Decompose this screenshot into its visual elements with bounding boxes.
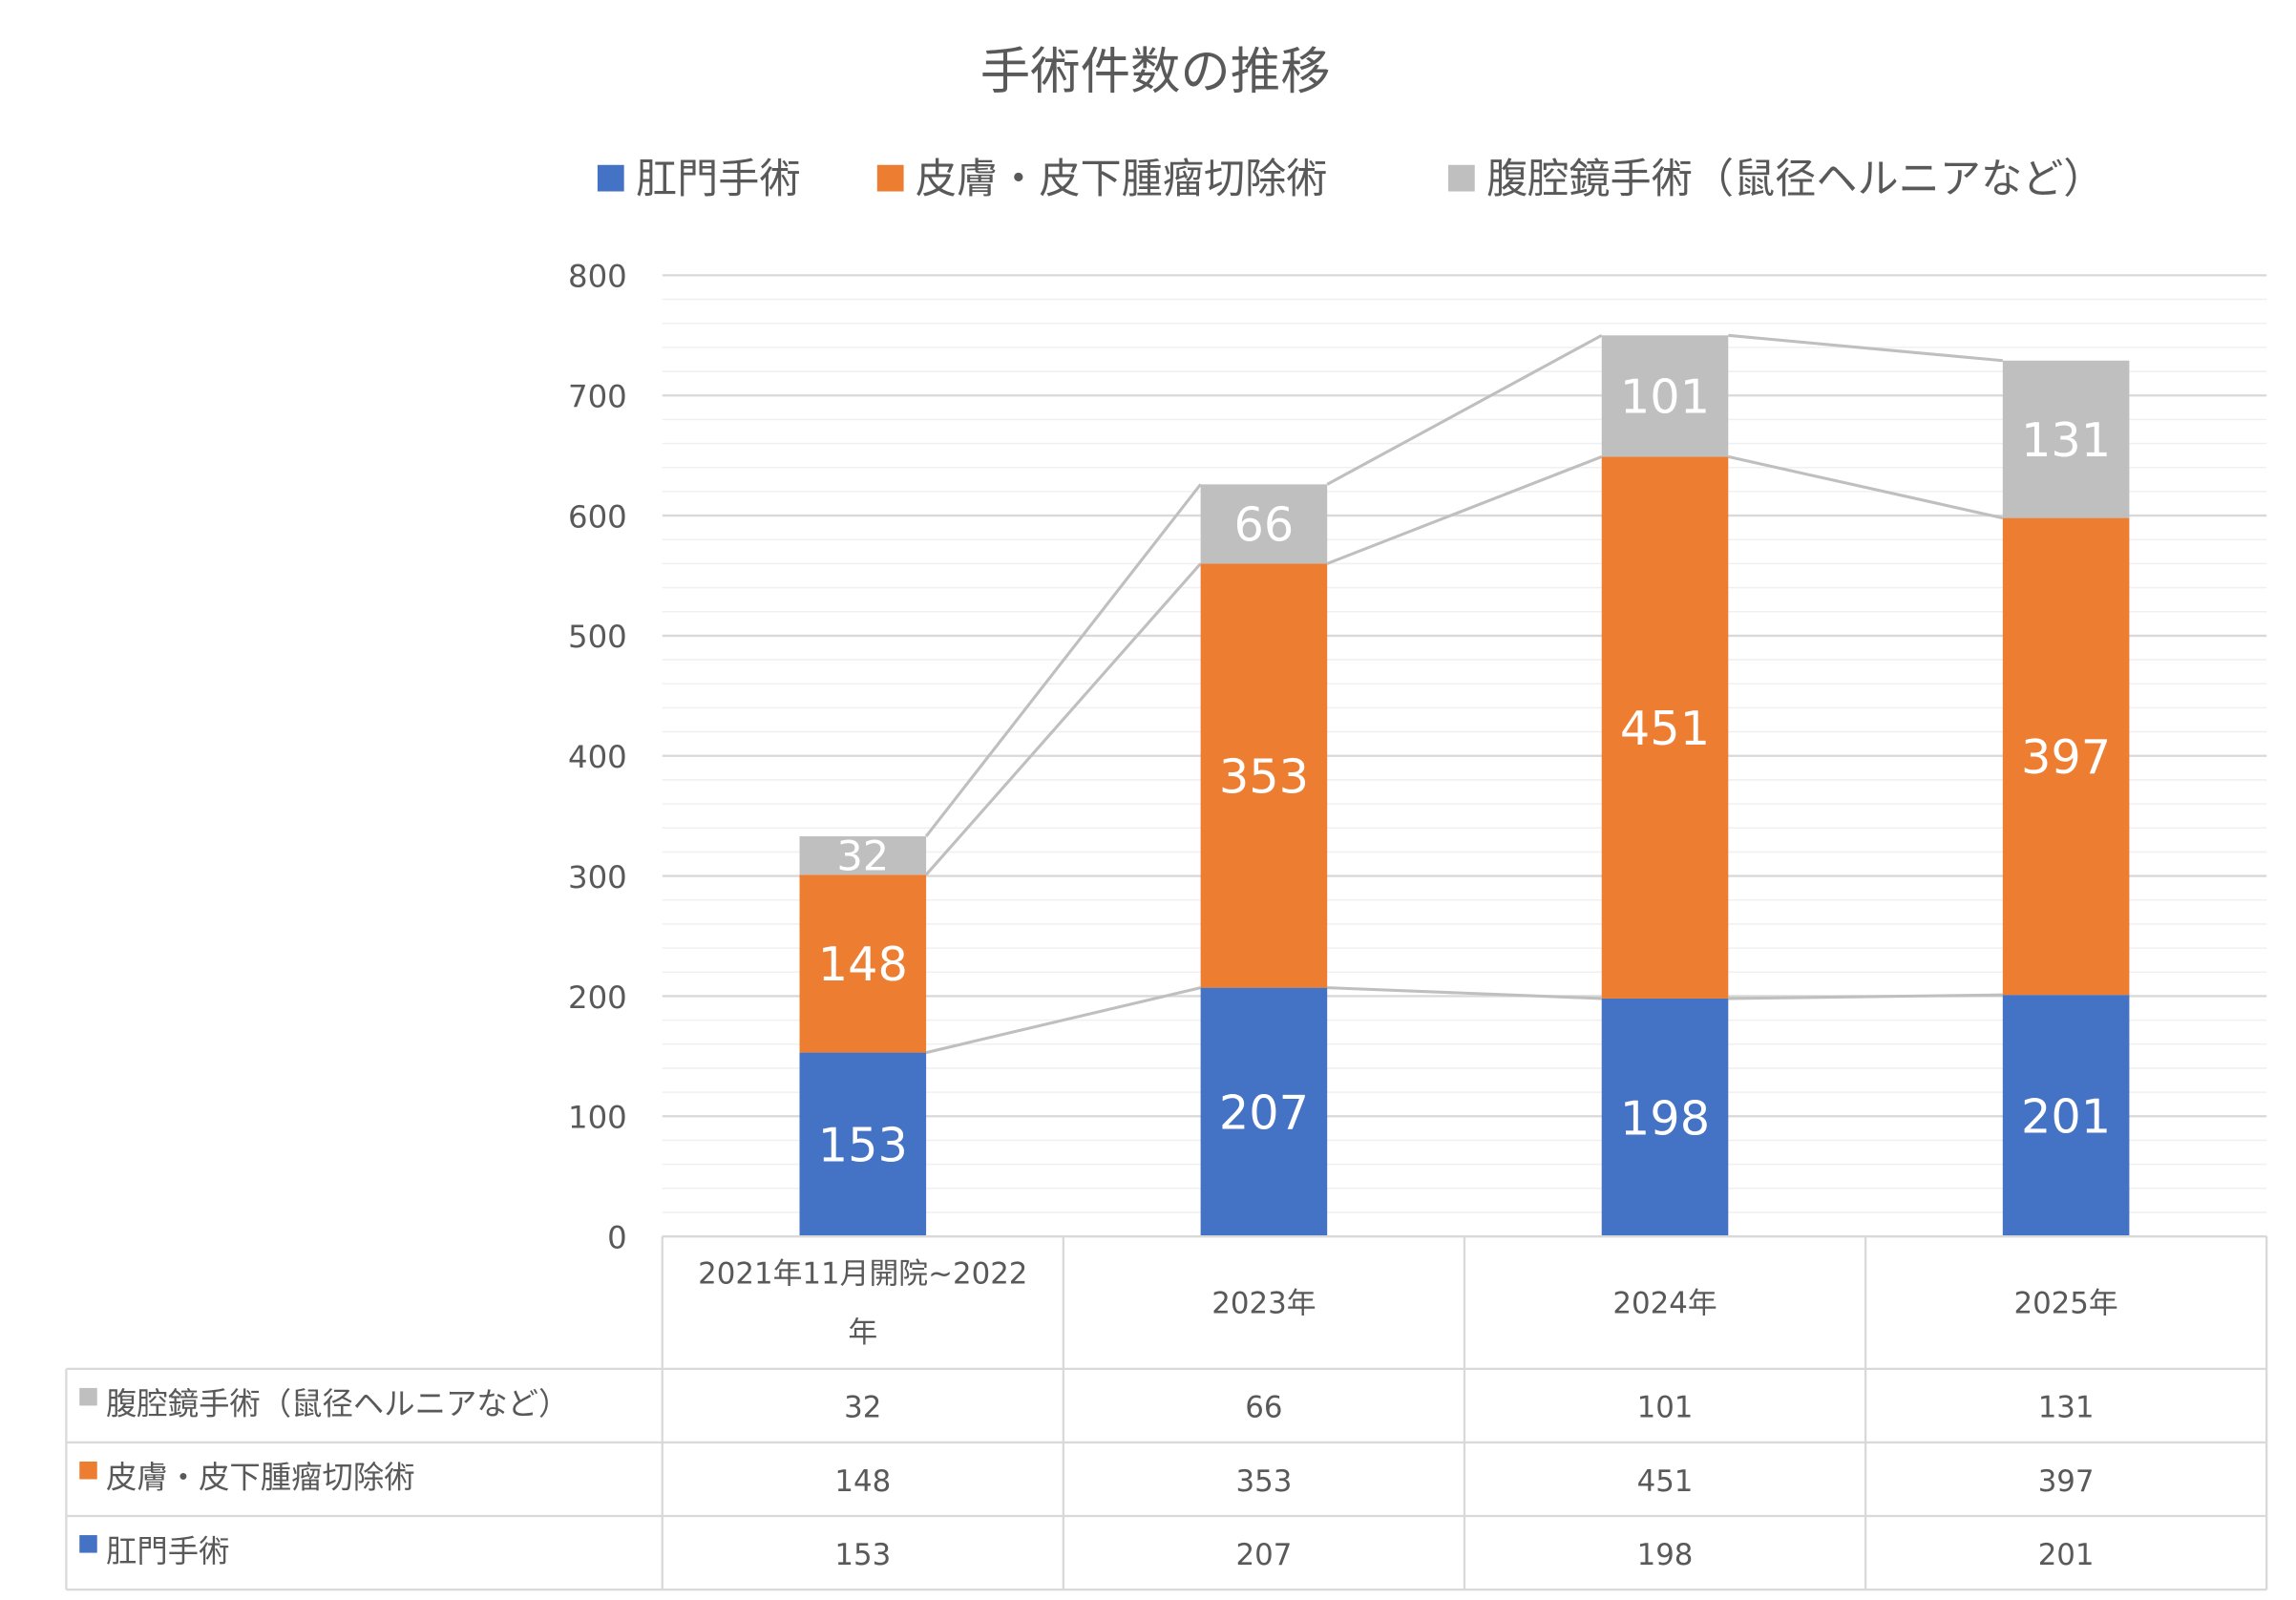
data-label: 153 [818,1118,908,1173]
data-label: 32 [836,833,889,881]
data-label: 131 [2021,412,2111,468]
series-line [1326,454,1603,565]
data-label: 353 [1219,748,1309,804]
bar-segment [799,874,927,1053]
y-tick-label: 300 [568,859,627,895]
legend-swatch [597,164,624,192]
series-line [924,483,1202,838]
table-cell: 198 [1637,1538,1694,1572]
table-cell: 148 [834,1464,891,1499]
bar-segment [2002,360,2130,518]
chart-title: 手術件数の推移 [980,43,1331,101]
bar-segment [1200,484,1328,564]
bar-segment [1601,456,1729,999]
bar-segment [2002,517,2130,996]
series-line [1728,993,2003,1000]
legend-swatch [876,164,904,192]
table-cell: 353 [1235,1464,1292,1499]
y-tick-label: 100 [568,1100,627,1136]
y-tick-label: 0 [607,1219,627,1255]
table-cell: 201 [2038,1538,2095,1572]
category-label: 2024年 [1612,1286,1717,1320]
table-legend-key [79,1535,97,1553]
legend-label: 皮膚・皮下腫瘤切除術 [916,156,1328,203]
data-label: 148 [818,937,908,992]
bar-segment [1601,335,1729,457]
table-cell: 101 [1637,1391,1694,1425]
bar-segment [799,836,927,875]
legend-label: 肛門手術 [636,156,801,203]
legend-swatch [1448,164,1475,192]
table-row-label: 腹腔鏡手術（鼠径ヘルニアなど） [106,1386,569,1422]
series-line [924,562,1202,876]
data-table: 2021年11月開院~2022 年 2023年 2024年 2025年腹腔鏡手術（鼠径ヘ… [65,1234,2268,1591]
y-tick-label: 200 [568,979,627,1016]
y-tick-label: 800 [568,259,627,295]
y-tick-label: 400 [568,739,627,775]
series-line [1727,454,2004,520]
table-cell: 153 [834,1538,891,1572]
table-cell: 32 [844,1391,881,1425]
series-line [1728,333,2003,363]
table-cell: 397 [2038,1464,2095,1499]
category-label: 2023年 [1211,1286,1316,1320]
category-label: 年 [848,1316,877,1350]
data-label: 66 [1234,497,1295,553]
table-cell: 207 [1235,1538,1292,1572]
gridlines [662,274,2267,1238]
series-line [1327,986,1602,1000]
table-legend-key [79,1461,97,1480]
data-label: 101 [1620,369,1710,425]
data-label: 201 [2021,1088,2111,1144]
y-axis: 0 100 200 300 400 500 600 700 800 [568,259,627,1256]
category-label: 2025年 [2013,1286,2117,1320]
y-tick-label: 500 [568,619,627,655]
data-label: 198 [1620,1090,1710,1146]
bars [799,335,2130,1237]
table-legend-key [79,1387,97,1406]
legend-label: 腹腔鏡手術（鼠径ヘルニアなど） [1486,156,2104,203]
bar-segment [2002,995,2130,1237]
table-cell: 451 [1637,1464,1694,1499]
table-row-label: 肛門手術 [106,1533,229,1569]
data-label: 397 [2021,729,2111,785]
y-tick-label: 700 [568,379,627,415]
table-row-label: 皮膚・皮下腫瘤切除術 [106,1460,415,1496]
table-cell: 66 [1245,1391,1282,1425]
bar-segment [1601,998,1729,1237]
category-label: 2021年11月開院~2022 [698,1256,1027,1291]
series-line [1326,333,1603,486]
table-cell: 131 [2038,1391,2095,1425]
bar-segment [799,1052,927,1237]
legend: 肛門手術 皮膚・皮下腫瘤切除術 腹腔鏡手術（鼠径ヘルニアなど） [597,156,2104,203]
data-label: 207 [1219,1085,1309,1141]
series-line [925,986,1201,1055]
data-labels: 153 148 32 207 353 66 198 451 101 201 397 131 [818,369,2111,1173]
bar-segment [1200,987,1328,1237]
data-label: 451 [1620,701,1710,756]
series-lines [924,333,2004,1055]
bar-segment [1200,563,1328,988]
y-tick-label: 600 [568,498,627,535]
